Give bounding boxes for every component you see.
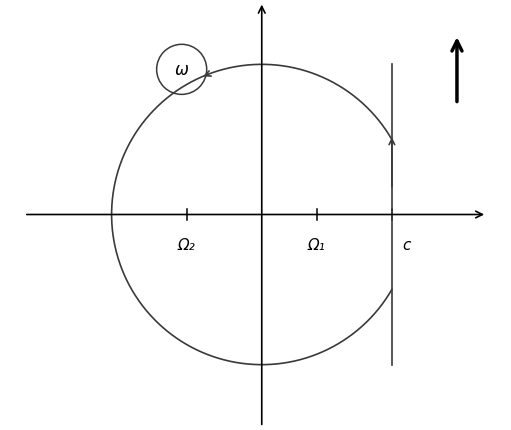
Text: c: c [403,237,411,252]
Text: ω: ω [175,61,189,79]
Text: Ω₁: Ω₁ [308,237,326,252]
Text: Ω₂: Ω₂ [178,237,196,252]
